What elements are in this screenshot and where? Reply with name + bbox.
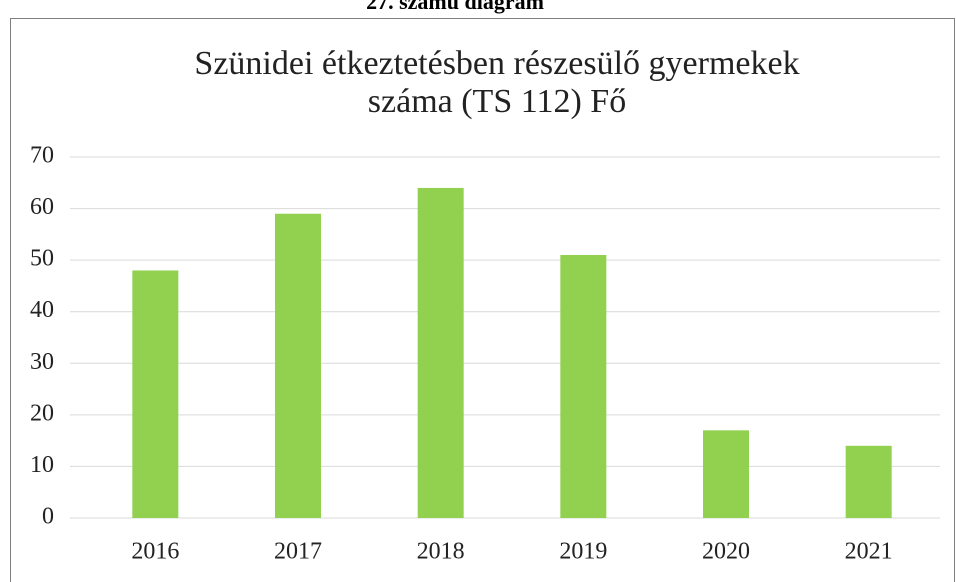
bar xyxy=(417,187,464,518)
y-tick-label: 0 xyxy=(42,504,54,530)
y-tick-label: 20 xyxy=(30,400,54,426)
x-tick-label: 2019 xyxy=(559,539,607,565)
y-tick-label: 40 xyxy=(30,297,54,323)
bar xyxy=(560,254,607,518)
chart-title: Szünidei étkeztetésben részesülő gyermek… xyxy=(194,45,799,82)
bar xyxy=(132,270,179,518)
y-tick-label: 60 xyxy=(30,194,54,220)
x-tick-label: 2021 xyxy=(845,539,893,565)
bar xyxy=(275,213,321,518)
heading: 27. számú diagram xyxy=(366,0,544,14)
x-tick-label: 2020 xyxy=(702,539,750,565)
bar xyxy=(703,430,749,518)
bar xyxy=(845,445,892,518)
x-tick-label: 2017 xyxy=(274,539,322,565)
x-tick-label: 2018 xyxy=(417,539,465,565)
y-tick-label: 50 xyxy=(30,246,54,272)
y-tick-label: 70 xyxy=(30,143,54,169)
y-tick-label: 30 xyxy=(30,349,54,375)
chart-title: száma (TS 112) Fő xyxy=(368,83,626,120)
x-tick-label: 2016 xyxy=(131,539,179,565)
y-tick-label: 10 xyxy=(30,452,54,478)
